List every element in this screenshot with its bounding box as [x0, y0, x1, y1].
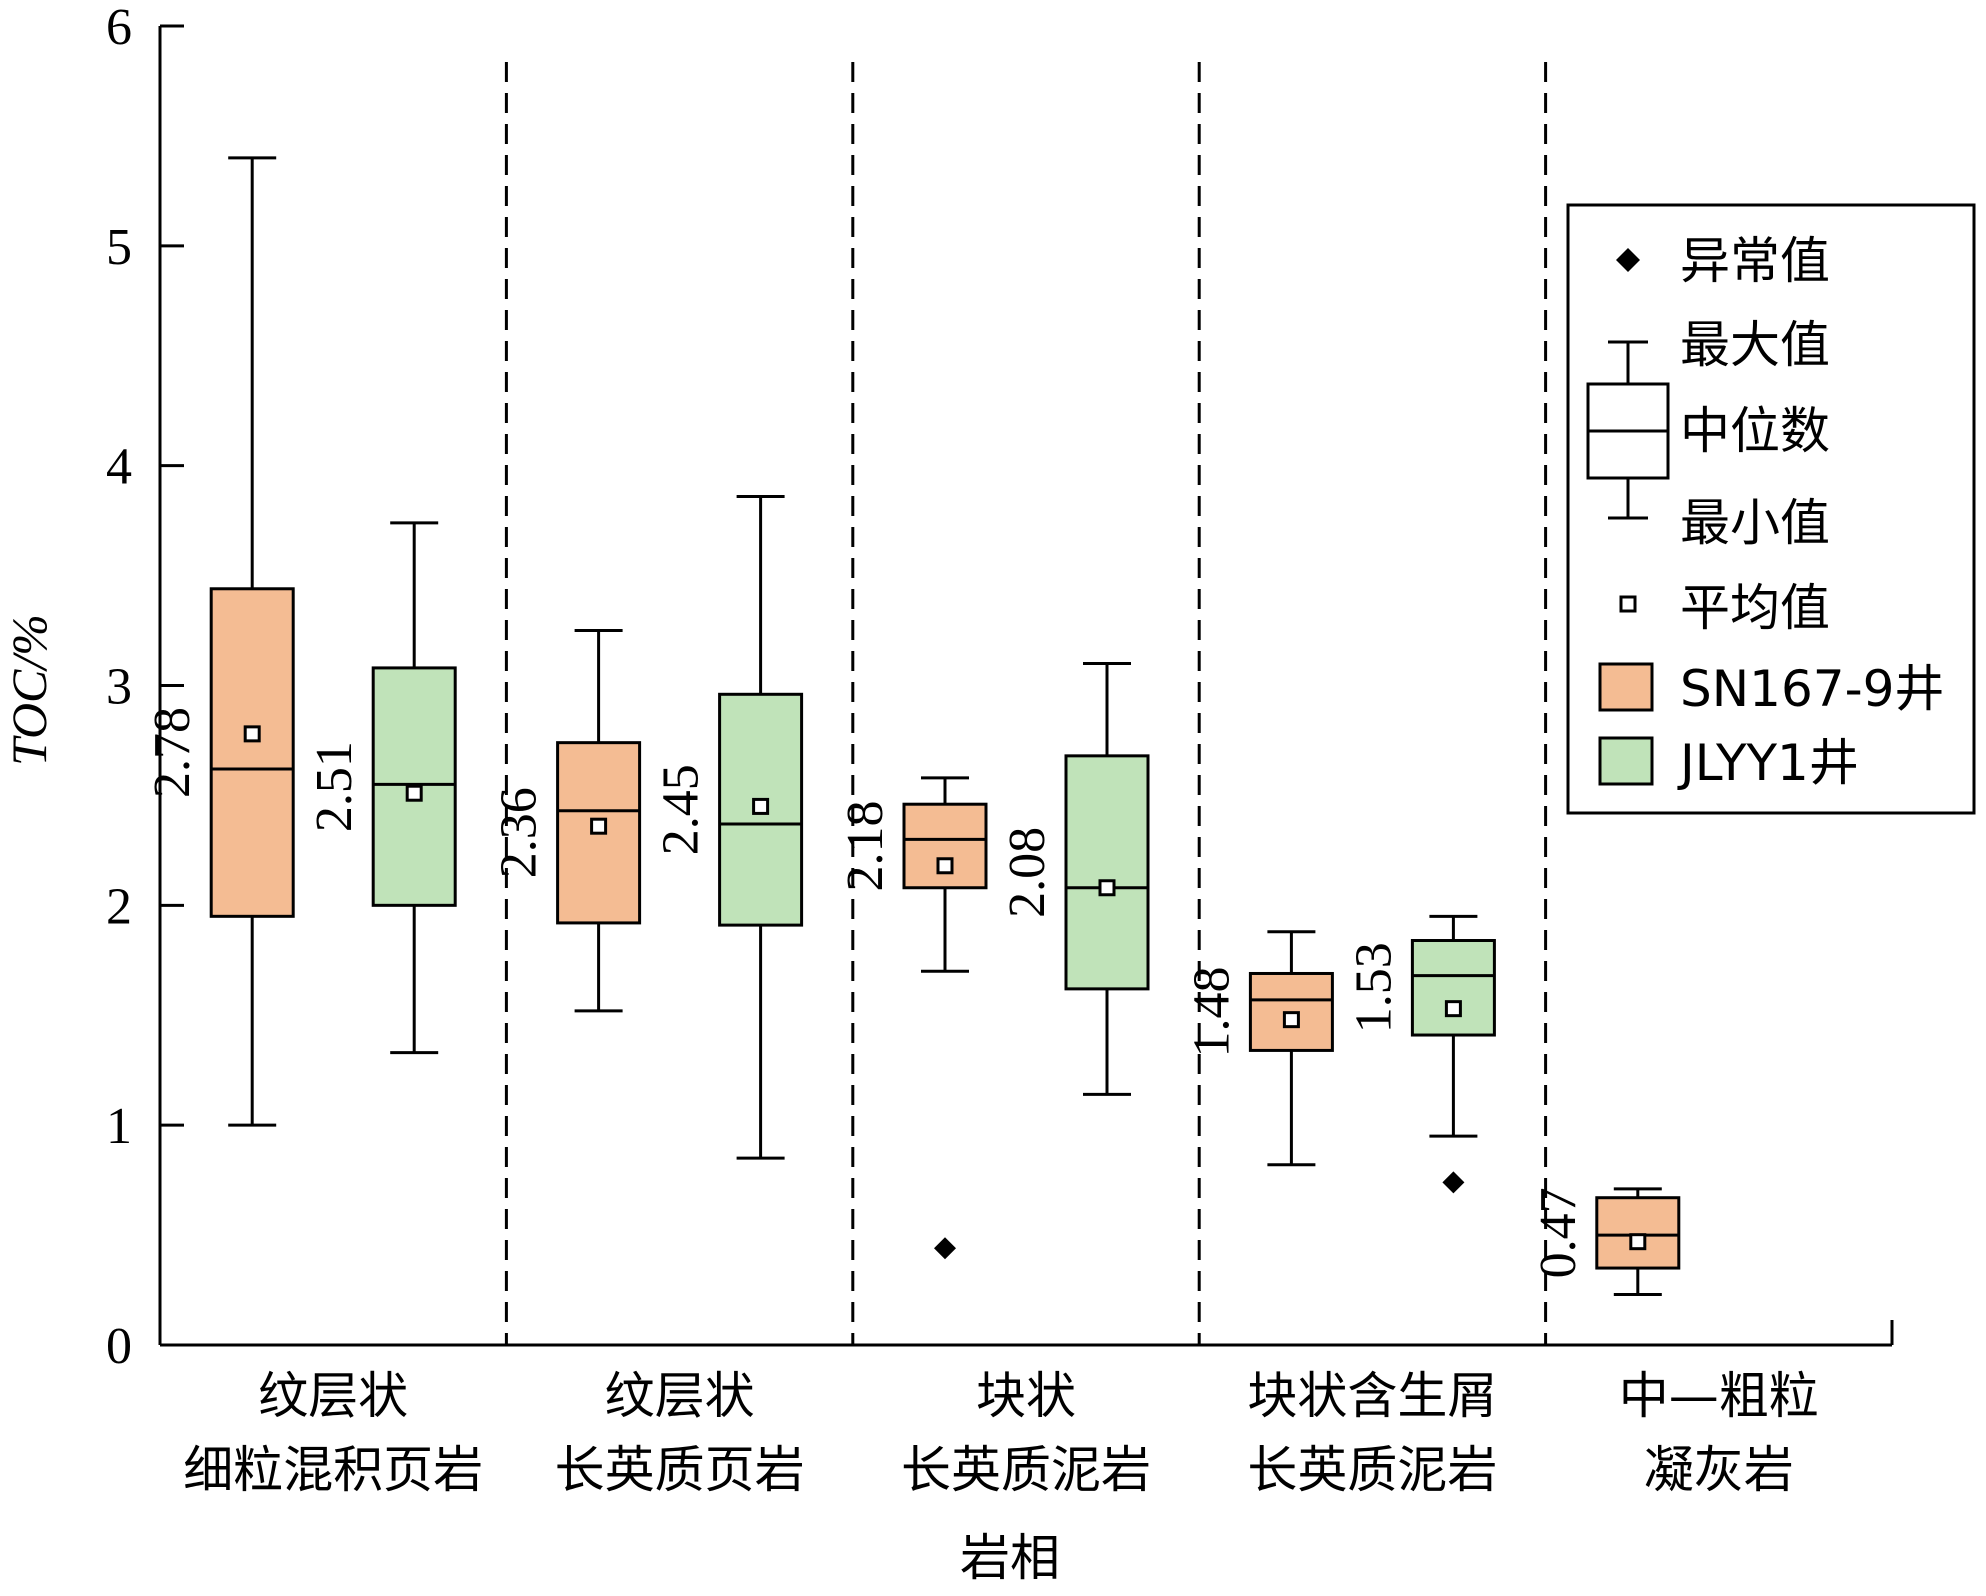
legend-mean-label: 平均值	[1680, 579, 1830, 637]
box-sn167-9-0	[209, 156, 295, 1127]
y-tick-label: 1	[106, 1098, 132, 1155]
box-jlyy1-0	[371, 521, 457, 1055]
mean-marker	[1629, 1233, 1647, 1251]
y-tick-label: 6	[106, 0, 132, 56]
legend-mean-marker	[1619, 595, 1637, 613]
box-sn167-9-4	[1595, 1187, 1681, 1296]
box-iqr	[1410, 939, 1496, 1037]
x-axis-label: 岩相	[960, 1529, 1060, 1587]
mean-value-label: 2.45	[653, 764, 710, 855]
legend: 异常值 最大值 中位数 最小值 平均值 SN167-9井 JLYY1井	[1566, 203, 1976, 815]
x-category-label-line1: 块状含生屑	[1247, 1367, 1497, 1425]
mean-labels: 2.78 2.36 2.18 1.48 0.47 2.51 2.45 2.08 1.53	[144, 707, 1587, 1278]
legend-outlier-label: 异常值	[1680, 232, 1830, 290]
x-category-label-line2: 凝灰岩	[1644, 1441, 1794, 1499]
legend-max-label: 最大值	[1680, 316, 1830, 374]
mean-marker	[936, 857, 954, 875]
mean-value-label: 2.51	[306, 741, 363, 832]
box-jlyy1-2	[1064, 662, 1150, 1096]
mean-value-label: 2.18	[837, 800, 894, 891]
legend-min-label: 最小值	[1680, 494, 1830, 552]
x-category-label-line2: 长英质泥岩	[1247, 1441, 1497, 1499]
legend-series-1-swatch	[1598, 662, 1654, 712]
y-tick-label: 4	[106, 439, 132, 496]
legend-box-glyph	[1586, 340, 1670, 520]
x-category-labels: 纹层状细粒混积页岩纹层状长英质页岩块状长英质泥岩块状含生屑长英质泥岩中—粗粒凝灰…	[183, 1367, 1819, 1499]
mean-marker	[243, 725, 261, 743]
x-category-label-line1: 纹层状	[258, 1367, 408, 1425]
mean-value-label: 2.36	[491, 787, 548, 878]
mean-marker	[752, 797, 770, 815]
mean-value-label: 1.53	[1345, 942, 1402, 1033]
box-iqr	[209, 587, 295, 918]
mean-value-label: 0.47	[1530, 1187, 1587, 1278]
y-tick-label: 3	[106, 659, 132, 716]
x-category-label-line2: 长英质页岩	[555, 1441, 805, 1499]
mean-value-label: 2.78	[144, 707, 201, 798]
box-iqr	[1595, 1196, 1681, 1270]
mean-marker	[1282, 1011, 1300, 1029]
mean-marker	[405, 784, 423, 802]
box-iqr	[1064, 754, 1150, 991]
mean-marker	[1098, 879, 1116, 897]
box-jlyy1-3	[1410, 914, 1496, 1194]
x-category-label-line1: 中—粗粒	[1619, 1367, 1819, 1425]
mean-marker	[1444, 1000, 1462, 1018]
boxes	[209, 156, 1681, 1296]
box-sn167-9-2	[902, 776, 988, 1260]
legend-median-label: 中位数	[1680, 402, 1830, 460]
legend-outlier-diamond	[1616, 248, 1640, 272]
legend-series-1-label: SN167-9井	[1680, 660, 1944, 718]
box-sn167-9-3	[1248, 930, 1334, 1167]
box-sn167-9-1	[556, 629, 642, 1013]
x-category-label-line1: 块状	[976, 1367, 1076, 1425]
y-axis-label: TOC/%	[1, 614, 57, 766]
outlier-marker	[934, 1237, 956, 1260]
y-tick-label: 0	[106, 1318, 132, 1375]
legend-series-2-swatch	[1598, 736, 1654, 786]
y-tick-label: 2	[106, 878, 132, 935]
mean-marker	[590, 817, 608, 835]
category-dividers	[504, 62, 1548, 1345]
x-category-label-line1: 纹层状	[605, 1367, 755, 1425]
mean-value-label: 1.48	[1183, 966, 1240, 1057]
y-tick-label: 5	[106, 219, 132, 276]
box-iqr	[902, 802, 988, 890]
mean-value-label: 2.08	[999, 827, 1056, 918]
y-ticks: 0 1 2 3 4 5 6	[106, 0, 184, 1375]
legend-series-2-label: JLYY1井	[1677, 734, 1859, 792]
x-category-label-line2: 长英质泥岩	[901, 1441, 1151, 1499]
legend-frame	[1566, 203, 1976, 815]
box-jlyy1-1	[718, 494, 804, 1160]
x-category-label-line2: 细粒混积页岩	[183, 1441, 483, 1499]
outlier-marker	[1442, 1171, 1465, 1194]
